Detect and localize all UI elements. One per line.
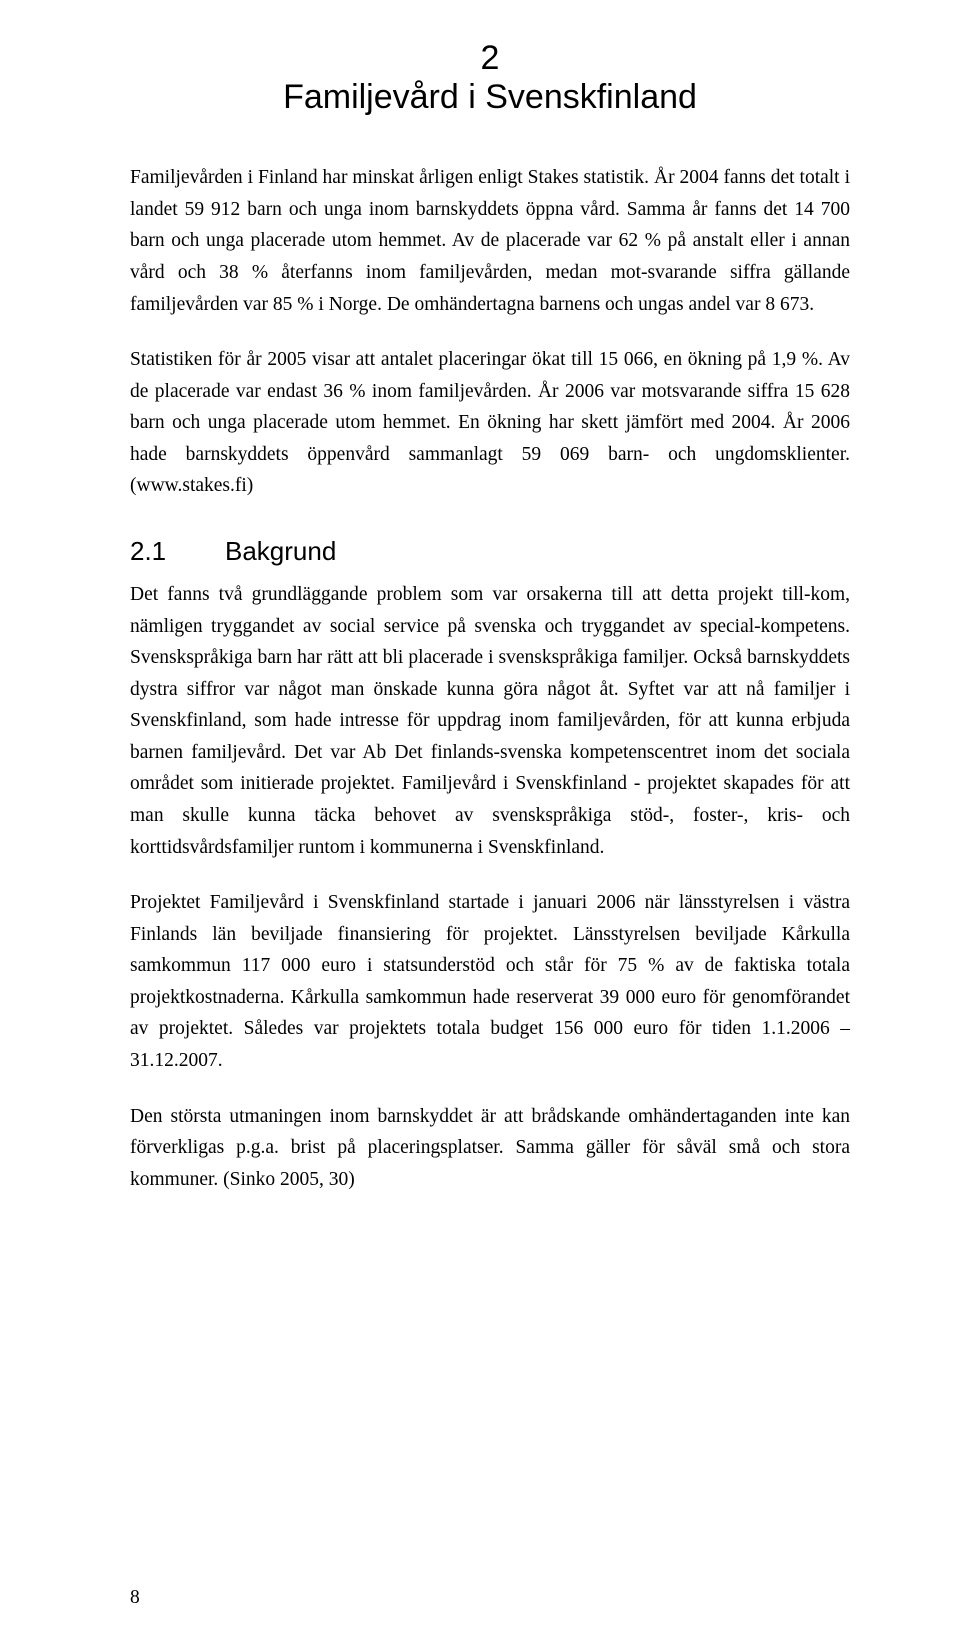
paragraph-3: Det fanns två grundläggande problem som … (130, 579, 850, 863)
chapter-number: 2 (130, 40, 850, 77)
section-number: 2.1 (130, 536, 225, 567)
document-page: 2 Familjevård i Svenskfinland Familjevår… (0, 0, 960, 1649)
section-title: Bakgrund (225, 536, 336, 567)
chapter-title: Familjevård i Svenskfinland (130, 77, 850, 118)
paragraph-1: Familjevården i Finland har minskat årli… (130, 162, 850, 320)
paragraph-4: Projektet Familjevård i Svenskfinland st… (130, 887, 850, 1076)
section-heading: 2.1 Bakgrund (130, 536, 850, 567)
paragraph-5: Den största utmaningen inom barnskyddet … (130, 1101, 850, 1196)
paragraph-2: Statistiken för år 2005 visar att antale… (130, 344, 850, 502)
page-number: 8 (130, 1587, 140, 1609)
